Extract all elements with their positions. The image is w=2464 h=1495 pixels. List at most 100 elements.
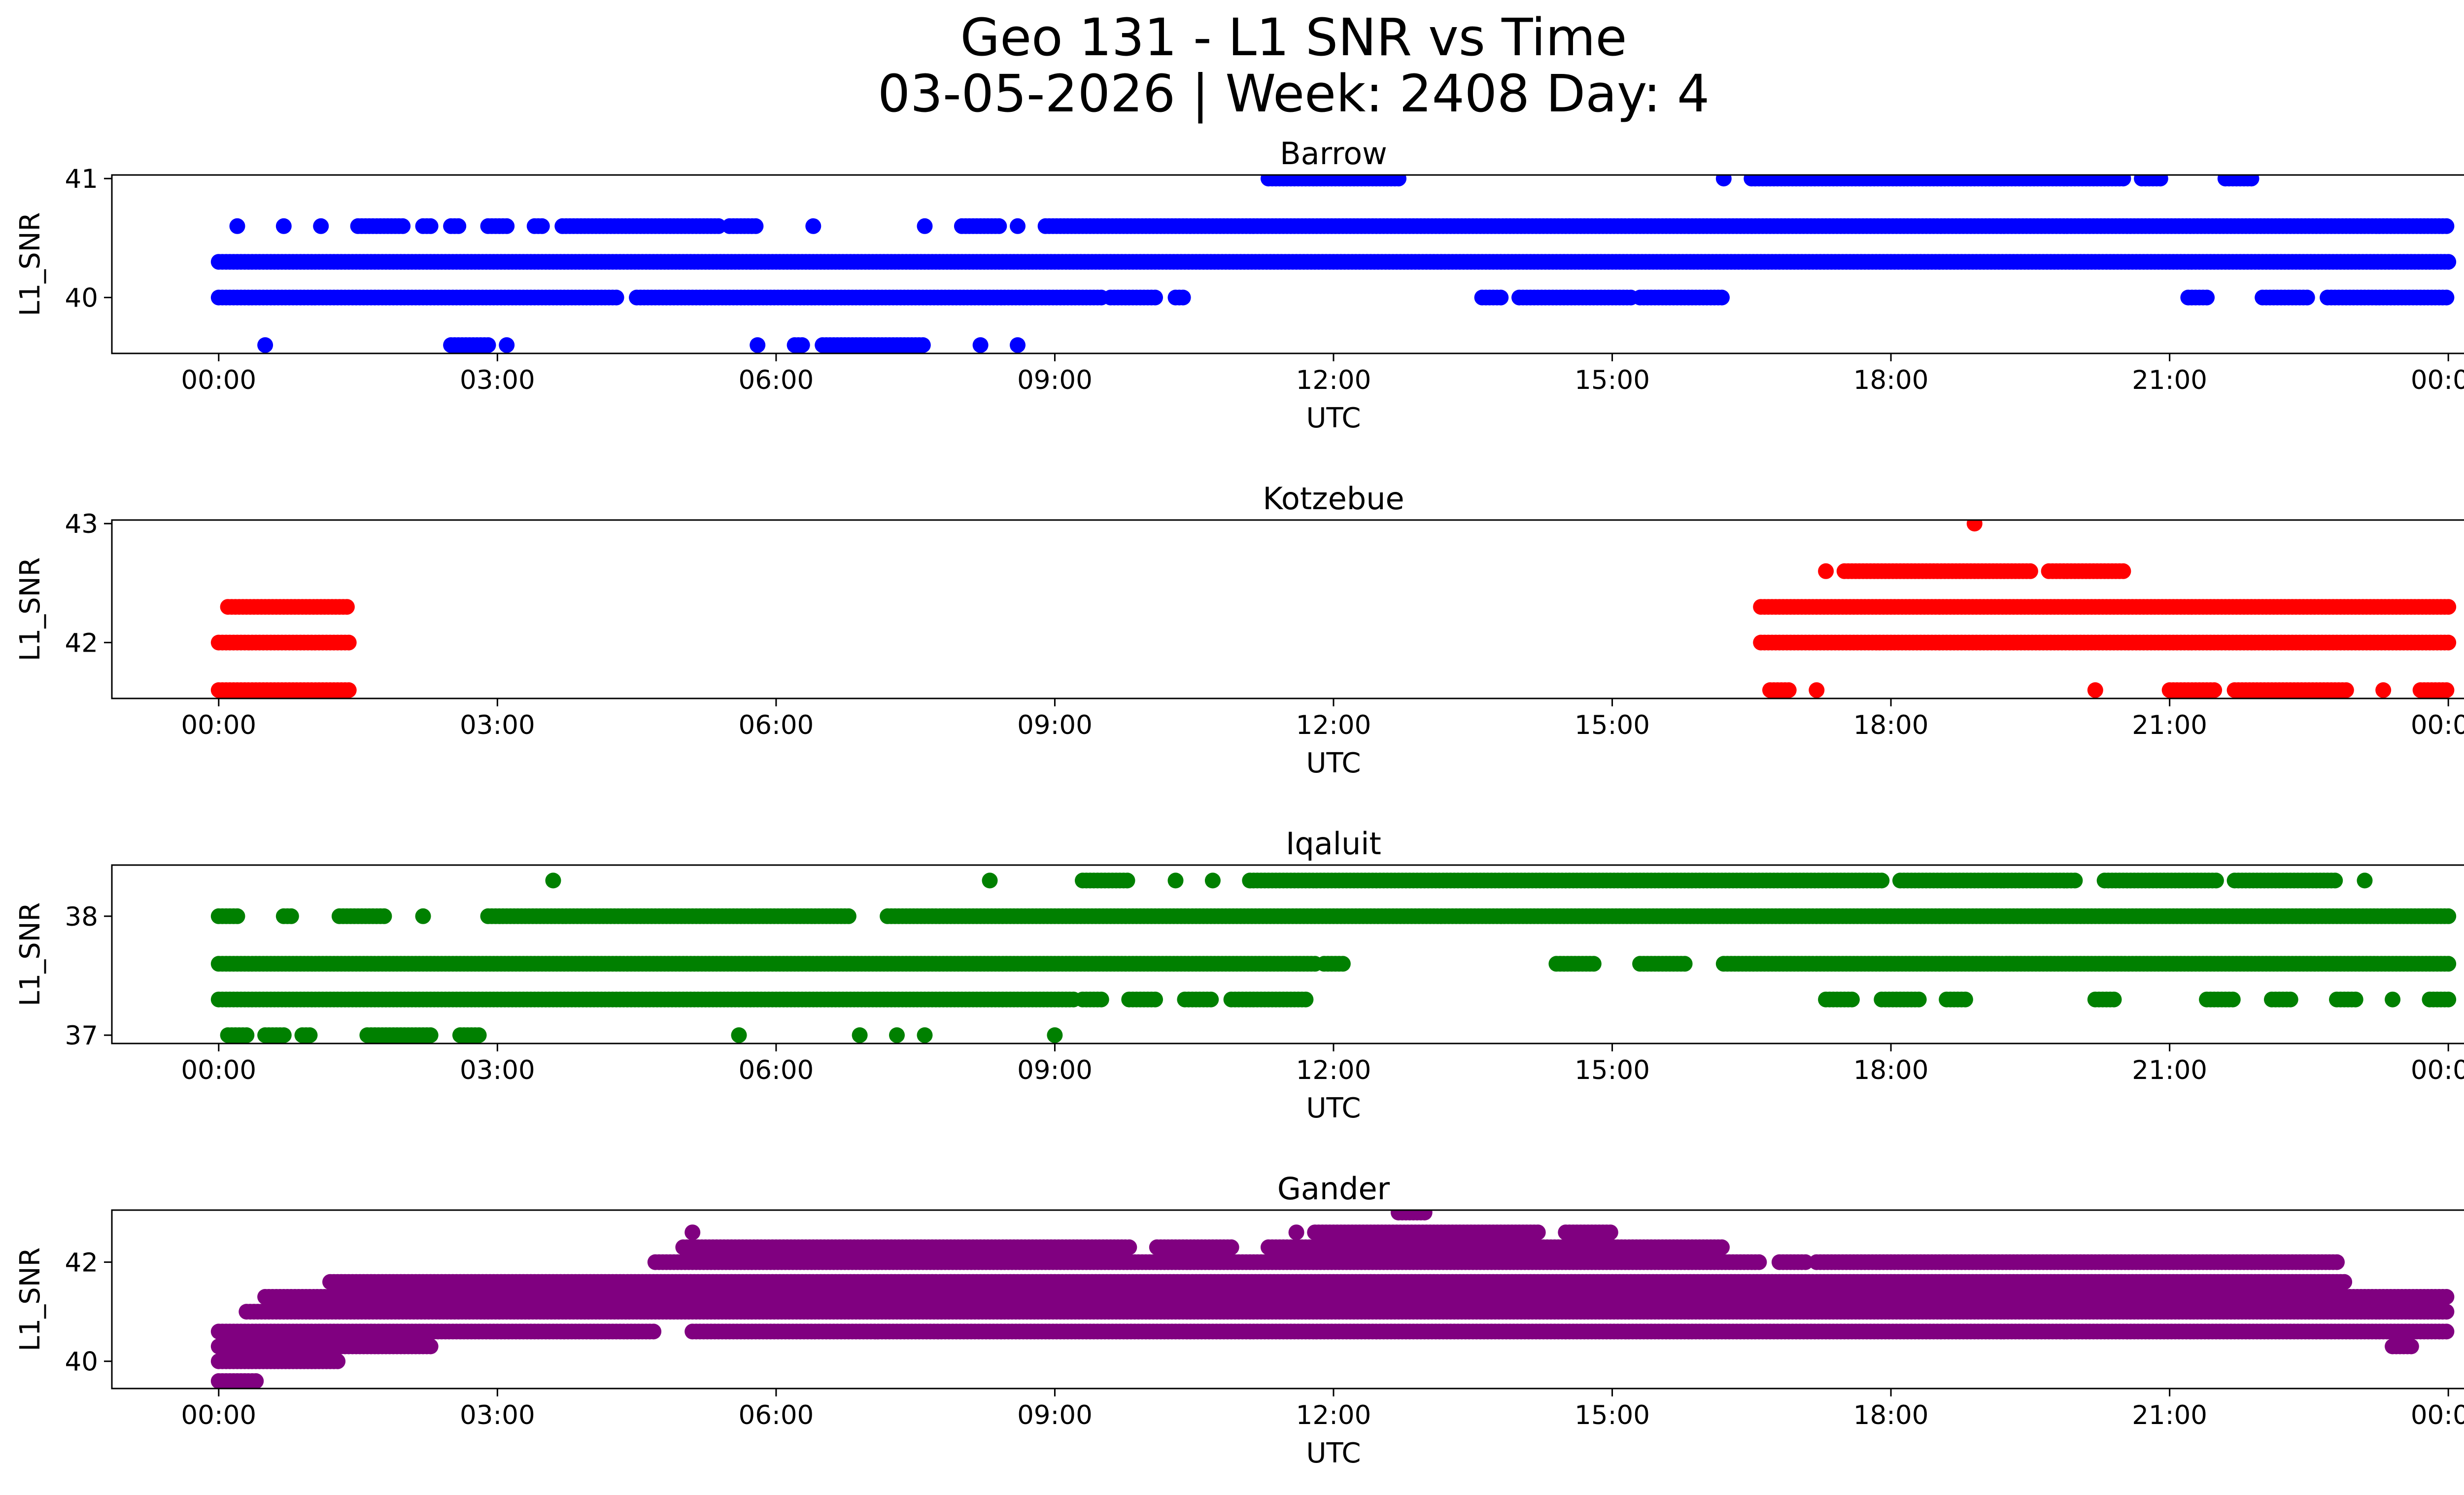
barrow-x-tick-label: 00:00 [2411,365,2464,395]
iqaluit-x-axis-label: UTC [1306,1092,1361,1124]
barrow-point [229,218,245,234]
iqaluit-point [982,872,998,889]
iqaluit-point [2208,872,2224,889]
iqaluit-point [1911,991,1927,1008]
iqaluit-point [471,1027,487,1043]
barrow-point [917,218,933,234]
kotzebue-point [1780,682,1797,698]
kotzebue-point [339,599,355,615]
kotzebue-x-tick-label: 15:00 [1574,710,1650,740]
kotzebue-x-tick-label: 06:00 [739,710,814,740]
barrow-point [1391,175,1406,187]
barrow-point [534,218,550,234]
barrow-point [499,337,515,353]
gander-point [1797,1254,1814,1270]
barrow-x-tick-label: 15:00 [1574,365,1650,395]
barrow-point [1147,289,1163,306]
iqaluit-x-tick-label: 15:00 [1574,1055,1650,1085]
iqaluit-point [1335,956,1351,972]
iqaluit-point [1119,872,1135,889]
gander-point [1121,1239,1137,1255]
barrow-y-tick-label: 40 [65,283,98,313]
iqaluit-point [1147,991,1163,1008]
iqaluit-point [2440,956,2457,972]
iqaluit-point [1167,872,1184,889]
barrow-point [1010,218,1026,234]
iqaluit-point [852,1027,868,1043]
iqaluit-point [1047,1027,1063,1043]
iqaluit-point [1203,991,1219,1008]
barrow-point [915,337,931,353]
iqaluit-point [2347,991,2363,1008]
barrow-x-axis-label: UTC [1306,402,1361,434]
iqaluit-point [376,908,392,924]
barrow-point [608,289,624,306]
kotzebue-y-axis-label: L1_SNR [14,557,46,661]
iqaluit-point [2282,991,2298,1008]
barrow-point [1714,289,1730,306]
iqaluit-point [1677,956,1693,972]
iqaluit-point [283,908,299,924]
barrow-point [805,218,821,234]
iqaluit-point [2224,991,2241,1008]
kotzebue-point [2022,563,2038,579]
figure-title-line1: Geo 131 - L1 SNR vs Time [960,7,1627,68]
barrow-x-tick-label: 00:00 [181,365,256,395]
figure-title-line2: 03-05-2026 | Week: 2408 Day: 4 [878,64,1710,124]
kotzebue-point [2115,563,2131,579]
iqaluit-point [731,1027,747,1043]
kotzebue-x-tick-label: 00:00 [181,710,256,740]
iqaluit-x-tick-label: 00:00 [2411,1055,2464,1085]
kotzebue-title: Kotzebue [1263,481,1404,517]
barrow-x-tick-label: 21:00 [2132,365,2207,395]
iqaluit-point [275,1027,292,1043]
barrow-point [450,218,467,234]
kotzebue-point [1966,520,1983,532]
kotzebue-points [210,520,2457,698]
kotzebue-x-tick-label: 09:00 [1017,710,1093,740]
barrow-x-tick-label: 09:00 [1017,365,1093,395]
iqaluit-x-tick-label: 03:00 [460,1055,535,1085]
kotzebue-point [2438,682,2455,698]
gander-point [1416,1210,1433,1220]
kotzebue-x-tick-label: 12:00 [1296,710,1371,740]
kotzebue-y-tick-label: 42 [65,628,98,659]
barrow-point [711,218,726,234]
iqaluit-point [2067,872,2083,889]
barrow-y-axis-label: L1_SNR [14,212,46,316]
barrow-x-tick-label: 12:00 [1296,365,1371,395]
iqaluit-point [2106,991,2122,1008]
gander-point [1223,1239,1239,1255]
iqaluit-title: Iqaluit [1286,826,1381,862]
iqaluit-point [2440,991,2457,1008]
iqaluit-point [1957,991,1973,1008]
iqaluit-point [1298,991,1314,1008]
barrow-point [499,218,515,234]
barrow-point [1493,289,1509,306]
kotzebue-point [2440,634,2457,651]
iqaluit-point [1093,991,1109,1008]
iqaluit-point [415,908,431,924]
gander-point [2329,1254,2345,1270]
barrow-point [794,337,810,353]
kotzebue-y-tick-label: 43 [65,509,98,539]
iqaluit-y-axis-label: L1_SNR [14,902,46,1006]
iqaluit-point [2327,872,2343,889]
barrow-point [480,337,496,353]
iqaluit-point [2440,908,2457,924]
kotzebue-point [1818,563,1834,579]
barrow-point [1010,337,1026,353]
barrow-point [275,218,292,234]
barrow-point [1175,289,1191,306]
iqaluit-x-tick-label: 12:00 [1296,1055,1371,1085]
kotzebue-point [341,682,357,698]
iqaluit-point [2357,872,2373,889]
barrow-point [2152,175,2168,187]
barrow-points [210,175,2457,353]
barrow-point [2115,175,2131,187]
barrow-point [313,218,329,234]
